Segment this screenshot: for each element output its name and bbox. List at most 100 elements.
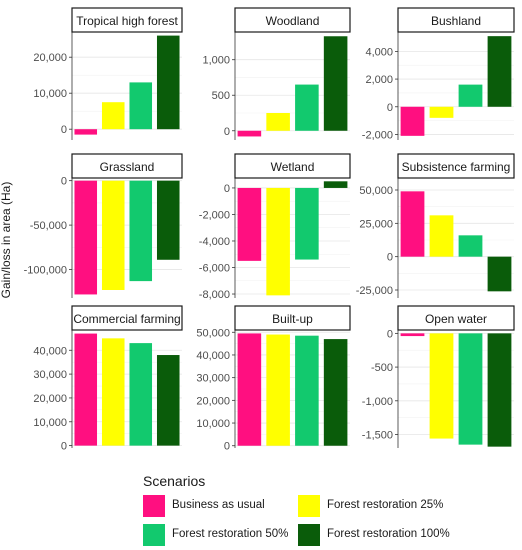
y-tick-label: -1,000 xyxy=(362,396,393,408)
bar-wetland-forest-restoration-25 xyxy=(266,187,290,296)
legend-key-forest-restoration-50 xyxy=(143,524,165,546)
y-tick-label: -50,000 xyxy=(30,220,67,232)
bar-commercial-farming-forest-restoration-50 xyxy=(129,343,153,446)
y-tick-label: 20,000 xyxy=(196,395,230,407)
bar-wetland-business-as-usual xyxy=(237,187,262,261)
y-tick-label: 4,000 xyxy=(365,46,393,58)
y-tick-label: -4,000 xyxy=(199,236,230,248)
bar-open-water-business-as-usual xyxy=(400,333,425,337)
y-tick-label: -2,000 xyxy=(199,209,230,221)
y-tick-label: 500 xyxy=(212,90,230,102)
y-tick-label: 40,000 xyxy=(33,345,67,357)
facet-strip xyxy=(71,305,183,331)
facet-wetland: -8,000 -6,000 -4,000 -2,000 0 Wetland xyxy=(199,153,351,301)
facet-title: Subsistence farming xyxy=(402,160,511,174)
y-tick-label: 0 xyxy=(61,124,67,136)
bar-subsistence-farming-forest-restoration-100 xyxy=(487,256,512,292)
bar-bushland-forest-restoration-50 xyxy=(458,84,483,107)
y-tick-label: -100,000 xyxy=(24,265,67,277)
facet-open-water: -1,500 -1,000 -500 0 Open water xyxy=(362,305,515,448)
bar-open-water-forest-restoration-50 xyxy=(458,333,483,445)
bar-grassland-forest-restoration-25 xyxy=(101,180,125,290)
facet-title: Woodland xyxy=(266,14,320,28)
y-tick-label: -8,000 xyxy=(199,289,230,301)
y-tick-label: -6,000 xyxy=(199,263,230,275)
y-tick-label: 0 xyxy=(224,183,230,195)
y-tick-label: 2,000 xyxy=(365,74,393,86)
bar-commercial-farming-forest-restoration-100 xyxy=(156,355,180,446)
y-tick-label: 20,000 xyxy=(33,52,67,64)
bar-commercial-farming-forest-restoration-25 xyxy=(101,338,125,446)
bar-grassland-business-as-usual xyxy=(74,180,98,295)
y-tick-label: -25,000 xyxy=(356,285,393,297)
bar-bushland-forest-restoration-100 xyxy=(487,36,512,107)
facet-built-up: 0 10,000 20,000 30,000 40,000 50,000 Built-up xyxy=(196,305,351,453)
y-tick-label: 50,000 xyxy=(196,327,230,339)
bar-bushland-forest-restoration-25 xyxy=(429,106,454,118)
bar-tropical-high-forest-forest-restoration-25 xyxy=(101,102,125,130)
legend-label-business-as-usual: Business as usual xyxy=(172,499,265,511)
bar-open-water-forest-restoration-25 xyxy=(429,333,454,439)
y-tick-label: -2,000 xyxy=(362,129,393,141)
bar-subsistence-farming-forest-restoration-25 xyxy=(429,215,454,257)
bar-built-up-forest-restoration-100 xyxy=(323,339,348,446)
y-tick-label: 0 xyxy=(61,441,67,453)
legend-key-forest-restoration-100 xyxy=(298,524,320,546)
bar-woodland-forest-restoration-50 xyxy=(295,84,319,131)
facet-subsistence-farming: -25,000 0 25,000 50,000 Subsistence farming xyxy=(356,153,515,298)
bar-wetland-forest-restoration-50 xyxy=(295,187,319,260)
facet-title: Built-up xyxy=(272,312,313,326)
y-tick-label: 0 xyxy=(224,441,230,453)
bar-grassland-forest-restoration-100 xyxy=(156,180,180,260)
facet-title: Open water xyxy=(425,312,487,326)
facet-strip xyxy=(234,305,351,331)
facet-commercial-farming: 0 10,000 20,000 30,000 40,000 Commercial farm… xyxy=(33,305,183,453)
y-tick-label: -1,500 xyxy=(362,430,393,442)
y-tick-label: -500 xyxy=(371,362,393,374)
bar-tropical-high-forest-business-as-usual xyxy=(74,129,98,135)
bar-woodland-business-as-usual xyxy=(237,130,262,137)
facet-strip xyxy=(71,153,183,179)
y-tick-label: 0 xyxy=(387,328,393,340)
facet-tropical-high-forest: 0 10,000 20,000 Tropical high forest xyxy=(33,7,183,140)
bar-grassland-forest-restoration-50 xyxy=(129,180,153,282)
bar-woodland-forest-restoration-25 xyxy=(266,113,290,131)
bar-tropical-high-forest-forest-restoration-100 xyxy=(156,35,180,130)
facet-woodland: 0 500 1,000 Woodland xyxy=(202,7,351,140)
facet-title: Bushland xyxy=(431,14,481,28)
y-tick-label: 10,000 xyxy=(33,88,67,100)
bar-built-up-forest-restoration-25 xyxy=(266,334,290,446)
facet-bushland: -2,000 0 2,000 4,000 Bushland xyxy=(362,7,515,141)
y-tick-label: 30,000 xyxy=(33,369,67,381)
bar-subsistence-farming-business-as-usual xyxy=(400,191,425,257)
facet-title: Wetland xyxy=(271,160,315,174)
bar-bushland-business-as-usual xyxy=(400,106,425,136)
bar-open-water-forest-restoration-100 xyxy=(487,333,512,447)
bar-subsistence-farming-forest-restoration-50 xyxy=(458,235,483,257)
bar-built-up-forest-restoration-50 xyxy=(295,335,319,446)
bar-wetland-forest-restoration-100 xyxy=(323,181,348,188)
y-tick-label: 25,000 xyxy=(359,218,393,230)
legend-title: Scenarios xyxy=(143,473,206,489)
facet-strip xyxy=(397,305,515,331)
bar-built-up-business-as-usual xyxy=(237,333,262,446)
y-tick-label: 0 xyxy=(61,176,67,188)
facet-strip xyxy=(71,7,183,33)
y-tick-label: 10,000 xyxy=(196,418,230,430)
y-tick-label: 50,000 xyxy=(359,185,393,197)
y-tick-label: 30,000 xyxy=(196,373,230,385)
facet-strip xyxy=(234,7,351,33)
y-tick-label: 1,000 xyxy=(202,55,230,67)
legend-key-forest-restoration-25 xyxy=(298,495,320,517)
y-tick-label: 20,000 xyxy=(33,393,67,405)
facet-title: Tropical high forest xyxy=(76,14,178,28)
y-tick-label: 0 xyxy=(224,126,230,138)
legend-label-forest-restoration-100: Forest restoration 100% xyxy=(327,528,450,540)
y-tick-label: 0 xyxy=(387,252,393,264)
legend-label-forest-restoration-25: Forest restoration 25% xyxy=(327,499,444,511)
y-tick-label: 10,000 xyxy=(33,417,67,429)
facet-strip xyxy=(397,7,515,33)
bar-commercial-farming-business-as-usual xyxy=(74,333,98,446)
